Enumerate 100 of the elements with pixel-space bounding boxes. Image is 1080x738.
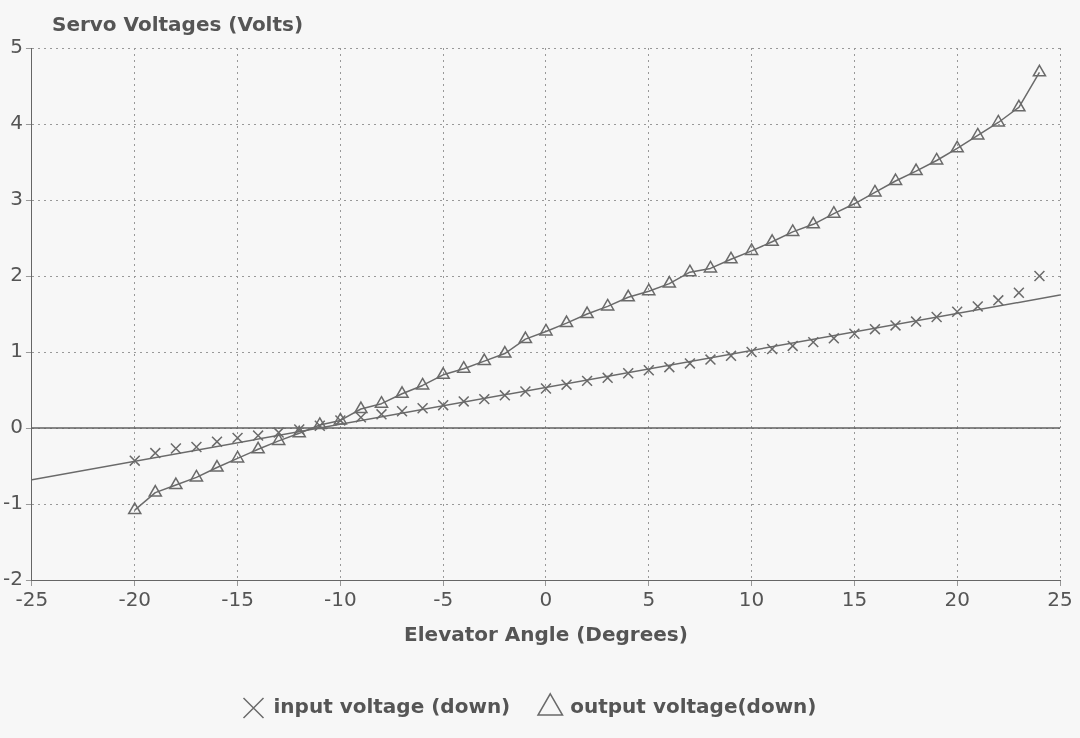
point: [744, 243, 759, 256]
point: [169, 477, 183, 490]
point: [518, 331, 533, 344]
x-tick-label: 5: [642, 587, 656, 612]
x-tick-label: -5: [433, 587, 454, 612]
point: [745, 346, 758, 358]
point: [766, 343, 778, 355]
point: [807, 336, 819, 348]
point: [601, 372, 614, 384]
point: [560, 378, 573, 391]
x-tick-label: -10: [324, 587, 357, 612]
point: [970, 127, 985, 140]
x-tick-label: 25: [1047, 587, 1073, 612]
point: [1013, 287, 1025, 299]
point: [1033, 270, 1046, 282]
point: [478, 393, 490, 405]
point: [499, 389, 511, 402]
point: [684, 357, 696, 370]
point: [704, 353, 717, 366]
point: [395, 386, 409, 399]
point: [683, 264, 697, 277]
point: [869, 323, 881, 335]
y-tick-label: 5: [10, 34, 23, 59]
point: [828, 332, 840, 345]
point: [787, 340, 799, 352]
point: [991, 114, 1006, 127]
point: [765, 234, 779, 247]
point: [540, 382, 552, 395]
point: [436, 367, 450, 380]
point: [703, 260, 718, 273]
point: [519, 385, 532, 398]
point: [643, 364, 655, 376]
point: [559, 315, 574, 328]
point: [272, 426, 285, 439]
point: [190, 441, 203, 453]
point: [847, 196, 862, 209]
point: [252, 429, 264, 442]
y-tick-label: 4: [10, 110, 23, 135]
point: [374, 395, 389, 408]
point: [641, 283, 656, 296]
point: [149, 447, 162, 459]
y-tick-label: 2: [10, 262, 23, 287]
point: [1012, 99, 1026, 112]
point: [230, 450, 245, 463]
point: [868, 184, 882, 197]
point: [929, 152, 944, 165]
point: [211, 435, 223, 448]
point: [1032, 64, 1047, 77]
x-tick-label: 15: [841, 587, 868, 612]
point: [127, 502, 142, 515]
x-axis-title: Elevator Angle (Degrees): [404, 622, 688, 647]
point: [951, 306, 963, 318]
point: [354, 401, 368, 414]
point: [251, 441, 265, 454]
point: [231, 432, 244, 444]
point: [910, 315, 922, 328]
x-tick-label: 20: [944, 587, 970, 612]
point: [458, 395, 470, 408]
point: [621, 289, 636, 302]
point: [888, 173, 903, 186]
point: [889, 319, 902, 332]
point: [498, 345, 512, 358]
point: [600, 298, 615, 311]
point: [396, 405, 408, 417]
y-tick-label: -1: [2, 490, 23, 515]
point: [539, 323, 553, 336]
point: [930, 311, 943, 323]
point: [580, 306, 594, 319]
point: [662, 275, 677, 288]
point: [848, 328, 861, 340]
x-tick-label: 10: [738, 587, 765, 612]
point: [827, 205, 841, 218]
point: [271, 433, 286, 446]
point: [724, 251, 738, 264]
point: [950, 140, 965, 153]
point: [581, 375, 593, 387]
point: [456, 360, 471, 373]
point: [170, 442, 182, 455]
x-tick-label: -20: [118, 587, 152, 612]
point: [416, 402, 429, 414]
y-axis-title: Servo Voltages (Volts): [52, 12, 304, 37]
y-tick-label: 0: [10, 414, 23, 439]
y-tick-label: 1: [10, 338, 23, 363]
point: [785, 224, 800, 237]
x-tick-label: 0: [539, 587, 553, 612]
point: [210, 459, 224, 472]
point: [437, 399, 449, 411]
x-tick-label: -15: [221, 587, 254, 612]
point: [129, 454, 141, 467]
legend-label: output voltage(down): [570, 694, 817, 719]
point: [189, 469, 204, 482]
point: [992, 294, 1005, 307]
point: [477, 353, 492, 366]
point: [972, 300, 984, 313]
point: [909, 163, 923, 176]
point: [148, 484, 163, 497]
point: [622, 367, 634, 379]
y-tick-label: 3: [10, 186, 23, 211]
legend-label: input voltage (down): [273, 694, 511, 719]
point: [663, 361, 676, 373]
